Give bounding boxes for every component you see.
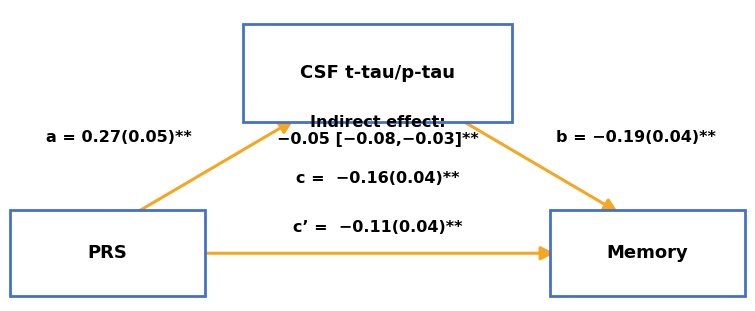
FancyBboxPatch shape (550, 211, 744, 296)
Text: b = −0.19(0.04)**: b = −0.19(0.04)** (556, 130, 716, 145)
Text: a = 0.27(0.05)**: a = 0.27(0.05)** (46, 130, 192, 145)
Text: Memory: Memory (606, 244, 688, 262)
Text: PRS: PRS (88, 244, 128, 262)
Text: CSF t-tau/p-tau: CSF t-tau/p-tau (300, 64, 455, 82)
Text: Indirect effect:
−0.05 [−0.08,−0.03]**: Indirect effect: −0.05 [−0.08,−0.03]** (276, 115, 479, 147)
FancyBboxPatch shape (242, 24, 513, 122)
Text: c’ =  −0.11(0.04)**: c’ = −0.11(0.04)** (293, 220, 462, 234)
Text: c =  −0.16(0.04)**: c = −0.16(0.04)** (296, 171, 459, 186)
FancyBboxPatch shape (11, 211, 205, 296)
